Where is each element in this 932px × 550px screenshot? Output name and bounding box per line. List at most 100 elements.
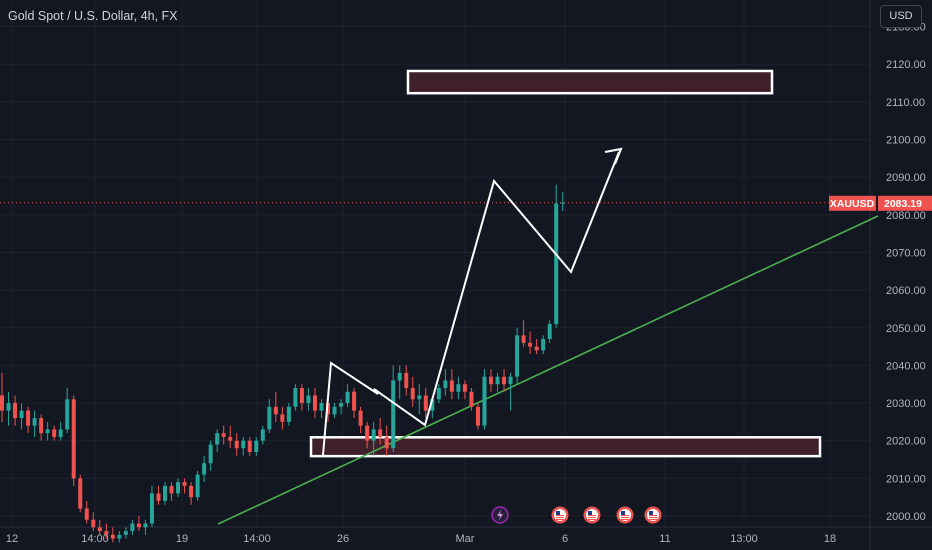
candle-body [189, 485, 194, 498]
candle-body [534, 346, 539, 351]
candle-body [280, 414, 285, 422]
x-tick-label: 14:00 [243, 533, 271, 545]
flag-stripe [556, 517, 564, 518]
candle-body [352, 391, 357, 411]
candle-body [169, 485, 174, 494]
candle-body [78, 478, 83, 509]
y-tick-label: 2120.00 [886, 59, 926, 71]
trendline-layer [217, 215, 879, 525]
x-tick-label: 6 [562, 533, 568, 545]
candle-body [397, 372, 402, 381]
x-tick-label: 26 [337, 533, 349, 545]
candle-body [228, 436, 233, 441]
supply-zone [406, 69, 774, 95]
price-tag-box [878, 195, 932, 211]
candle-body [52, 429, 57, 437]
candle-body [521, 335, 526, 343]
candle-body [378, 429, 383, 437]
x-tick-label: 13:00 [730, 533, 758, 545]
candle-body [508, 376, 513, 385]
candle-body [241, 440, 246, 449]
flag-stripe [556, 515, 564, 516]
y-tick-label: 2070.00 [886, 247, 926, 259]
candle-body [260, 429, 265, 441]
chart-title: Gold Spot / U.S. Dollar, 4h, FX [8, 9, 178, 23]
candle-body [136, 523, 141, 528]
candle-body [195, 474, 200, 498]
candle-body [65, 399, 70, 430]
symbol-tag-label: XAUUSD [830, 198, 875, 210]
x-tick-label: Mar [456, 533, 475, 545]
x-tick-label: 19 [176, 533, 188, 545]
candle-body [176, 482, 181, 494]
flag-canton [621, 511, 625, 515]
candle-body [32, 418, 37, 426]
candle-body [469, 391, 474, 407]
candle-body [234, 440, 239, 449]
candle-body [554, 203, 559, 324]
candle-body [391, 380, 396, 449]
lightning-bolt [497, 510, 503, 520]
candle-body [0, 395, 4, 411]
price-tag-label: 2083.19 [884, 198, 922, 210]
candle-body [449, 380, 454, 392]
candle-body [117, 534, 122, 539]
candle-body [482, 376, 487, 426]
events-row [491, 506, 662, 524]
y-tick-label: 2080.00 [886, 210, 926, 222]
flag-stripe [649, 515, 657, 516]
y-tick-label: 2030.00 [886, 398, 926, 410]
candle-body [247, 440, 252, 452]
price-axis[interactable]: 2000.00 2010.00 2020.00 2030.00 2040.00 2050.… [886, 22, 926, 523]
candle-body [104, 531, 109, 535]
candle-body [358, 410, 363, 426]
candle-body [26, 410, 31, 426]
candle-body [345, 391, 350, 404]
candle-body [215, 433, 220, 445]
flag-canton [556, 511, 560, 515]
candle-body [495, 376, 500, 385]
demand-zone [309, 436, 822, 458]
y-tick-label: 2040.00 [886, 360, 926, 372]
flag-canton [649, 511, 653, 515]
candle-body [163, 485, 167, 501]
candle-body [58, 429, 63, 437]
candle-body [267, 406, 272, 430]
zones [309, 69, 822, 458]
candle-body [19, 410, 24, 419]
candle-body [286, 406, 291, 422]
last-price-tag: XAUUSD 2083.19 [829, 195, 932, 211]
candle-body [417, 395, 422, 400]
flag-canton [588, 511, 592, 515]
y-tick-label: 2010.00 [886, 473, 926, 485]
x-tick-label: 12 [6, 533, 18, 545]
currency-button[interactable]: USD [880, 5, 922, 28]
x-tick-label: 11 [659, 533, 670, 545]
flag-stripe [649, 517, 657, 518]
flag-stripe [621, 517, 629, 518]
candle-body [456, 384, 461, 392]
candle-body [156, 493, 161, 501]
time-axis[interactable]: 12 14:00 19 14:00 26 Mar 6 11 13:00 18 [6, 533, 836, 545]
candle-body [430, 399, 435, 411]
candle-body [45, 429, 50, 434]
candle-body [515, 335, 520, 377]
x-tick-label: 14:00 [81, 533, 109, 545]
candle-body [306, 395, 311, 404]
candle-body [423, 395, 428, 411]
candle-body [332, 406, 337, 415]
candle-body [365, 425, 370, 441]
candle-body [560, 202, 565, 204]
candle-body [541, 339, 546, 351]
candle-body [462, 384, 467, 392]
trendline [217, 215, 879, 525]
candle-body [39, 418, 44, 434]
flag-stripe [621, 519, 629, 520]
flag-stripe [649, 519, 657, 520]
candle-body [436, 387, 441, 400]
candle-body [547, 323, 552, 340]
flag-stripe [621, 515, 629, 516]
y-tick-label: 2110.00 [886, 97, 925, 109]
